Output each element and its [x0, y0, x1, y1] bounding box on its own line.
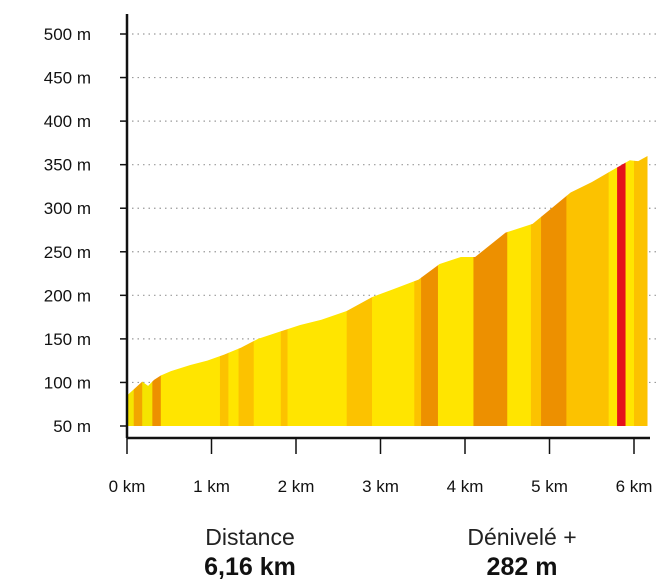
y-tick-label-400: 400 m: [44, 112, 91, 131]
x-tick-label-4: 4 km: [447, 477, 484, 496]
x-tick-label-0: 0 km: [109, 477, 146, 496]
slope-segment-20: [566, 155, 610, 426]
y-tick-label-100: 100 m: [44, 373, 91, 392]
y-tick-label-300: 300 m: [44, 199, 91, 218]
slope-segment-12: [372, 155, 415, 426]
x-tick-label-6: 6 km: [616, 477, 653, 496]
slope-segment-21: [608, 155, 618, 426]
y-tick-label-350: 350 m: [44, 156, 91, 175]
slope-segment-7: [238, 155, 255, 426]
slope-segment-2: [142, 155, 153, 426]
x-tick-label-5: 5 km: [531, 477, 568, 496]
route-stats: Distance 6,16 km Dénivelé + 282 m: [0, 522, 672, 587]
slope-segment-19: [541, 155, 567, 426]
elevation-gain-stat: Dénivelé + 282 m: [402, 522, 642, 582]
slope-segment-22: [617, 155, 626, 426]
slope-segment-4: [160, 155, 221, 426]
x-tick-label-1: 1 km: [193, 477, 230, 496]
y-tick-label-150: 150 m: [44, 330, 91, 349]
elevation-area: [127, 155, 648, 426]
y-tick-label-450: 450 m: [44, 69, 91, 88]
x-tick-label-2: 2 km: [278, 477, 315, 496]
slope-segment-17: [507, 155, 532, 426]
slope-segment-15: [437, 155, 474, 426]
slope-segment-9: [280, 155, 288, 426]
slope-segment-18: [530, 155, 542, 426]
y-tick-label-500: 500 m: [44, 25, 91, 44]
distance-value: 6,16 km: [204, 553, 296, 581]
slope-segment-5: [219, 155, 229, 426]
slope-segment-1: [133, 155, 143, 426]
x-tick-label-3: 3 km: [362, 477, 399, 496]
slope-segment-6: [228, 155, 239, 426]
elevation-profile-chart: 500 m 450 m 400 m 350 m 300 m 250 m 200 m 150 m…: [44, 14, 660, 496]
y-tick-label-50: 50 m: [53, 417, 91, 436]
slope-segment-23: [625, 155, 635, 426]
slope-segment-16: [473, 155, 508, 426]
elevation-gain-value: 282 m: [486, 553, 558, 581]
slope-segment-8: [253, 155, 282, 426]
slope-segment-3: [152, 155, 162, 426]
y-tick-label-250: 250 m: [44, 243, 91, 262]
slope-segment-10: [287, 155, 348, 426]
slope-segment-24: [634, 155, 648, 426]
slope-segment-11: [346, 155, 373, 426]
distance-label: Distance: [205, 524, 295, 550]
x-tick-labels: 0 km 1 km 2 km 3 km 4 km 5 km 6 km: [109, 477, 653, 496]
y-tick-labels: 500 m 450 m 400 m 350 m 300 m 250 m 200 m 150 m…: [44, 25, 91, 436]
axes: [120, 14, 650, 454]
distance-stat: Distance 6,16 km: [130, 522, 370, 582]
slope-segment-14: [421, 155, 439, 426]
y-tick-label-200: 200 m: [44, 286, 91, 305]
slope-segment-13: [414, 155, 422, 426]
elevation-gain-label: Dénivelé +: [467, 524, 577, 550]
